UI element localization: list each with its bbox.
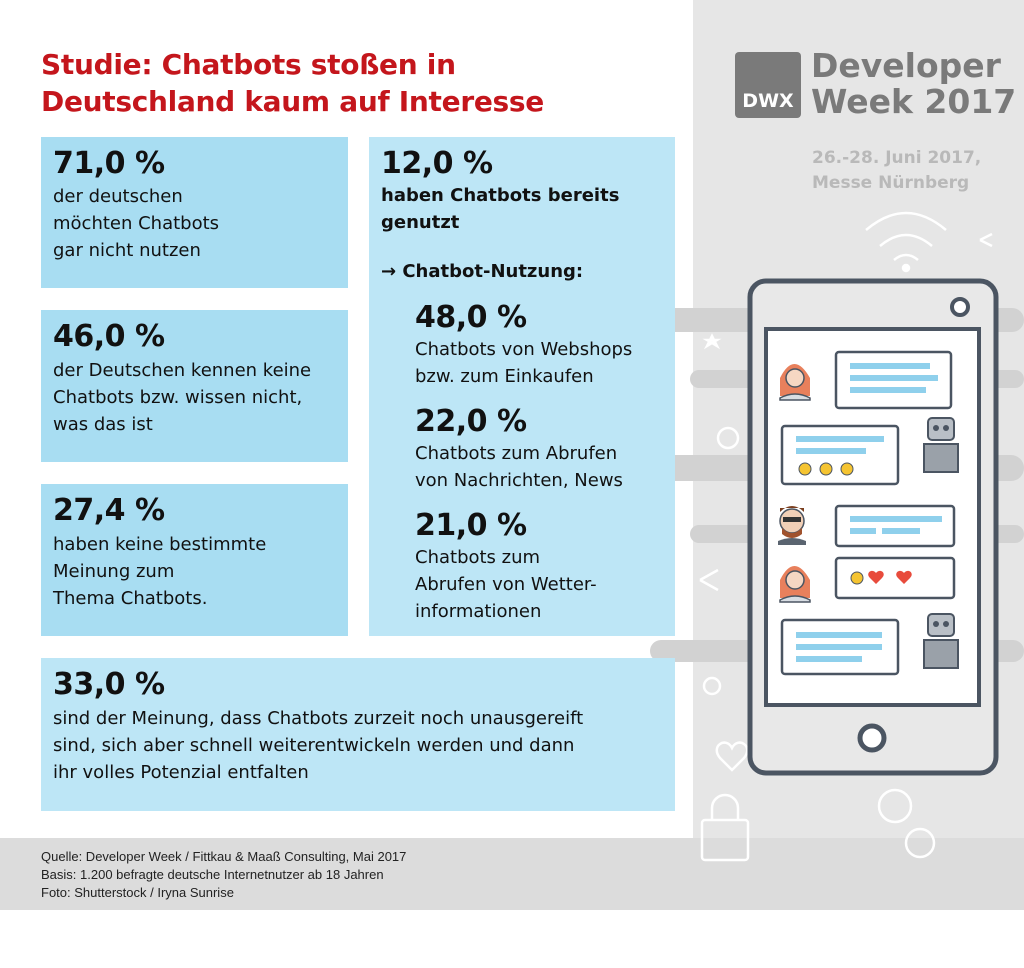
share-icon	[979, 232, 993, 248]
heart-icon	[896, 570, 912, 584]
emoji-smile-icon	[819, 462, 833, 476]
star-outline-icon	[702, 333, 722, 350]
basis-line: Basis: 1.200 befragte deutsche Internetn…	[41, 867, 384, 882]
stat-percent: 27,4 %	[53, 493, 165, 528]
gear-outline-icon	[904, 827, 936, 859]
man-avatar-icon	[778, 506, 806, 545]
robot-avatar-icon	[923, 417, 959, 473]
stat-percent: 46,0 %	[53, 319, 165, 354]
stat-percent: 12,0 %	[381, 146, 493, 181]
event-info: 26.-28. Juni 2017, Messe Nürnberg	[812, 148, 982, 193]
stat-box-71: 71,0 % der deutschen möchten Chatbots ga…	[41, 137, 348, 288]
stat-text: haben Chatbots bereits genutzt	[381, 185, 620, 233]
emoji-smile-icon	[850, 571, 864, 585]
stat-box-usage: 12,0 % haben Chatbots bereits genutzt → …	[369, 137, 675, 636]
stat-percent: 33,0 %	[53, 667, 165, 702]
small-smiley-icon	[702, 676, 722, 696]
heart-icon	[868, 570, 884, 584]
phone-camera-icon	[950, 297, 970, 317]
robot-avatar-icon	[923, 613, 959, 669]
usage-text-weather: Chatbots zum Abrufen von Wetter- informa…	[415, 547, 597, 622]
title-line-1: Studie: Chatbots stoßen in	[41, 48, 456, 81]
woman-avatar-icon	[779, 364, 811, 401]
smiley-outline-icon	[877, 788, 913, 824]
page-title: Studie: Chatbots stoßen in Deutschland k…	[41, 46, 544, 120]
source-line: Quelle: Developer Week / Fittkau & Maaß …	[41, 849, 407, 864]
usage-heading: → Chatbot-Nutzung:	[381, 261, 584, 282]
usage-percent-news: 22,0 %	[415, 404, 527, 439]
logo-text: DWX	[742, 90, 794, 112]
stat-text: der Deutschen kennen keine Chatbots bzw.…	[53, 360, 312, 435]
wifi-arc-outer-icon	[865, 211, 947, 231]
photo-credit-line: Foto: Shutterstock / Iryna Sunrise	[41, 885, 234, 900]
stat-box-33: 33,0 % sind der Meinung, dass Chatbots z…	[41, 658, 675, 811]
heart-outline-icon	[715, 741, 749, 772]
title-line-2: Deutschland kaum auf Interesse	[41, 85, 544, 118]
usage-text-webshops: Chatbots von Webshops bzw. zum Einkaufen	[415, 339, 633, 387]
stat-text: haben keine bestimmte Meinung zum Thema …	[53, 534, 267, 609]
padlock-icon	[700, 818, 750, 862]
stat-text: sind der Meinung, dass Chatbots zurzeit …	[53, 708, 584, 783]
stat-box-27: 27,4 % haben keine bestimmte Meinung zum…	[41, 484, 348, 636]
usage-percent-weather: 21,0 %	[415, 508, 527, 543]
source-footer: Quelle: Developer Week / Fittkau & Maaß …	[0, 838, 1024, 910]
dwx-logo: DWX	[735, 52, 801, 118]
stat-box-46: 46,0 % der Deutschen kennen keine Chatbo…	[41, 310, 348, 462]
usage-text-news: Chatbots zum Abrufen von Nachrichten, Ne…	[415, 443, 623, 491]
emoji-smile-icon	[840, 462, 854, 476]
emoji-smile-icon	[798, 462, 812, 476]
stat-text: der deutschen möchten Chatbots gar nicht…	[53, 186, 220, 261]
stat-percent: 71,0 %	[53, 146, 165, 181]
woman-avatar-icon	[779, 566, 811, 603]
usage-percent-webshops: 48,0 %	[415, 300, 527, 335]
phone-home-button-icon	[857, 723, 887, 753]
event-name: Developer Week 2017	[811, 46, 1017, 121]
small-gear-icon	[716, 426, 740, 450]
